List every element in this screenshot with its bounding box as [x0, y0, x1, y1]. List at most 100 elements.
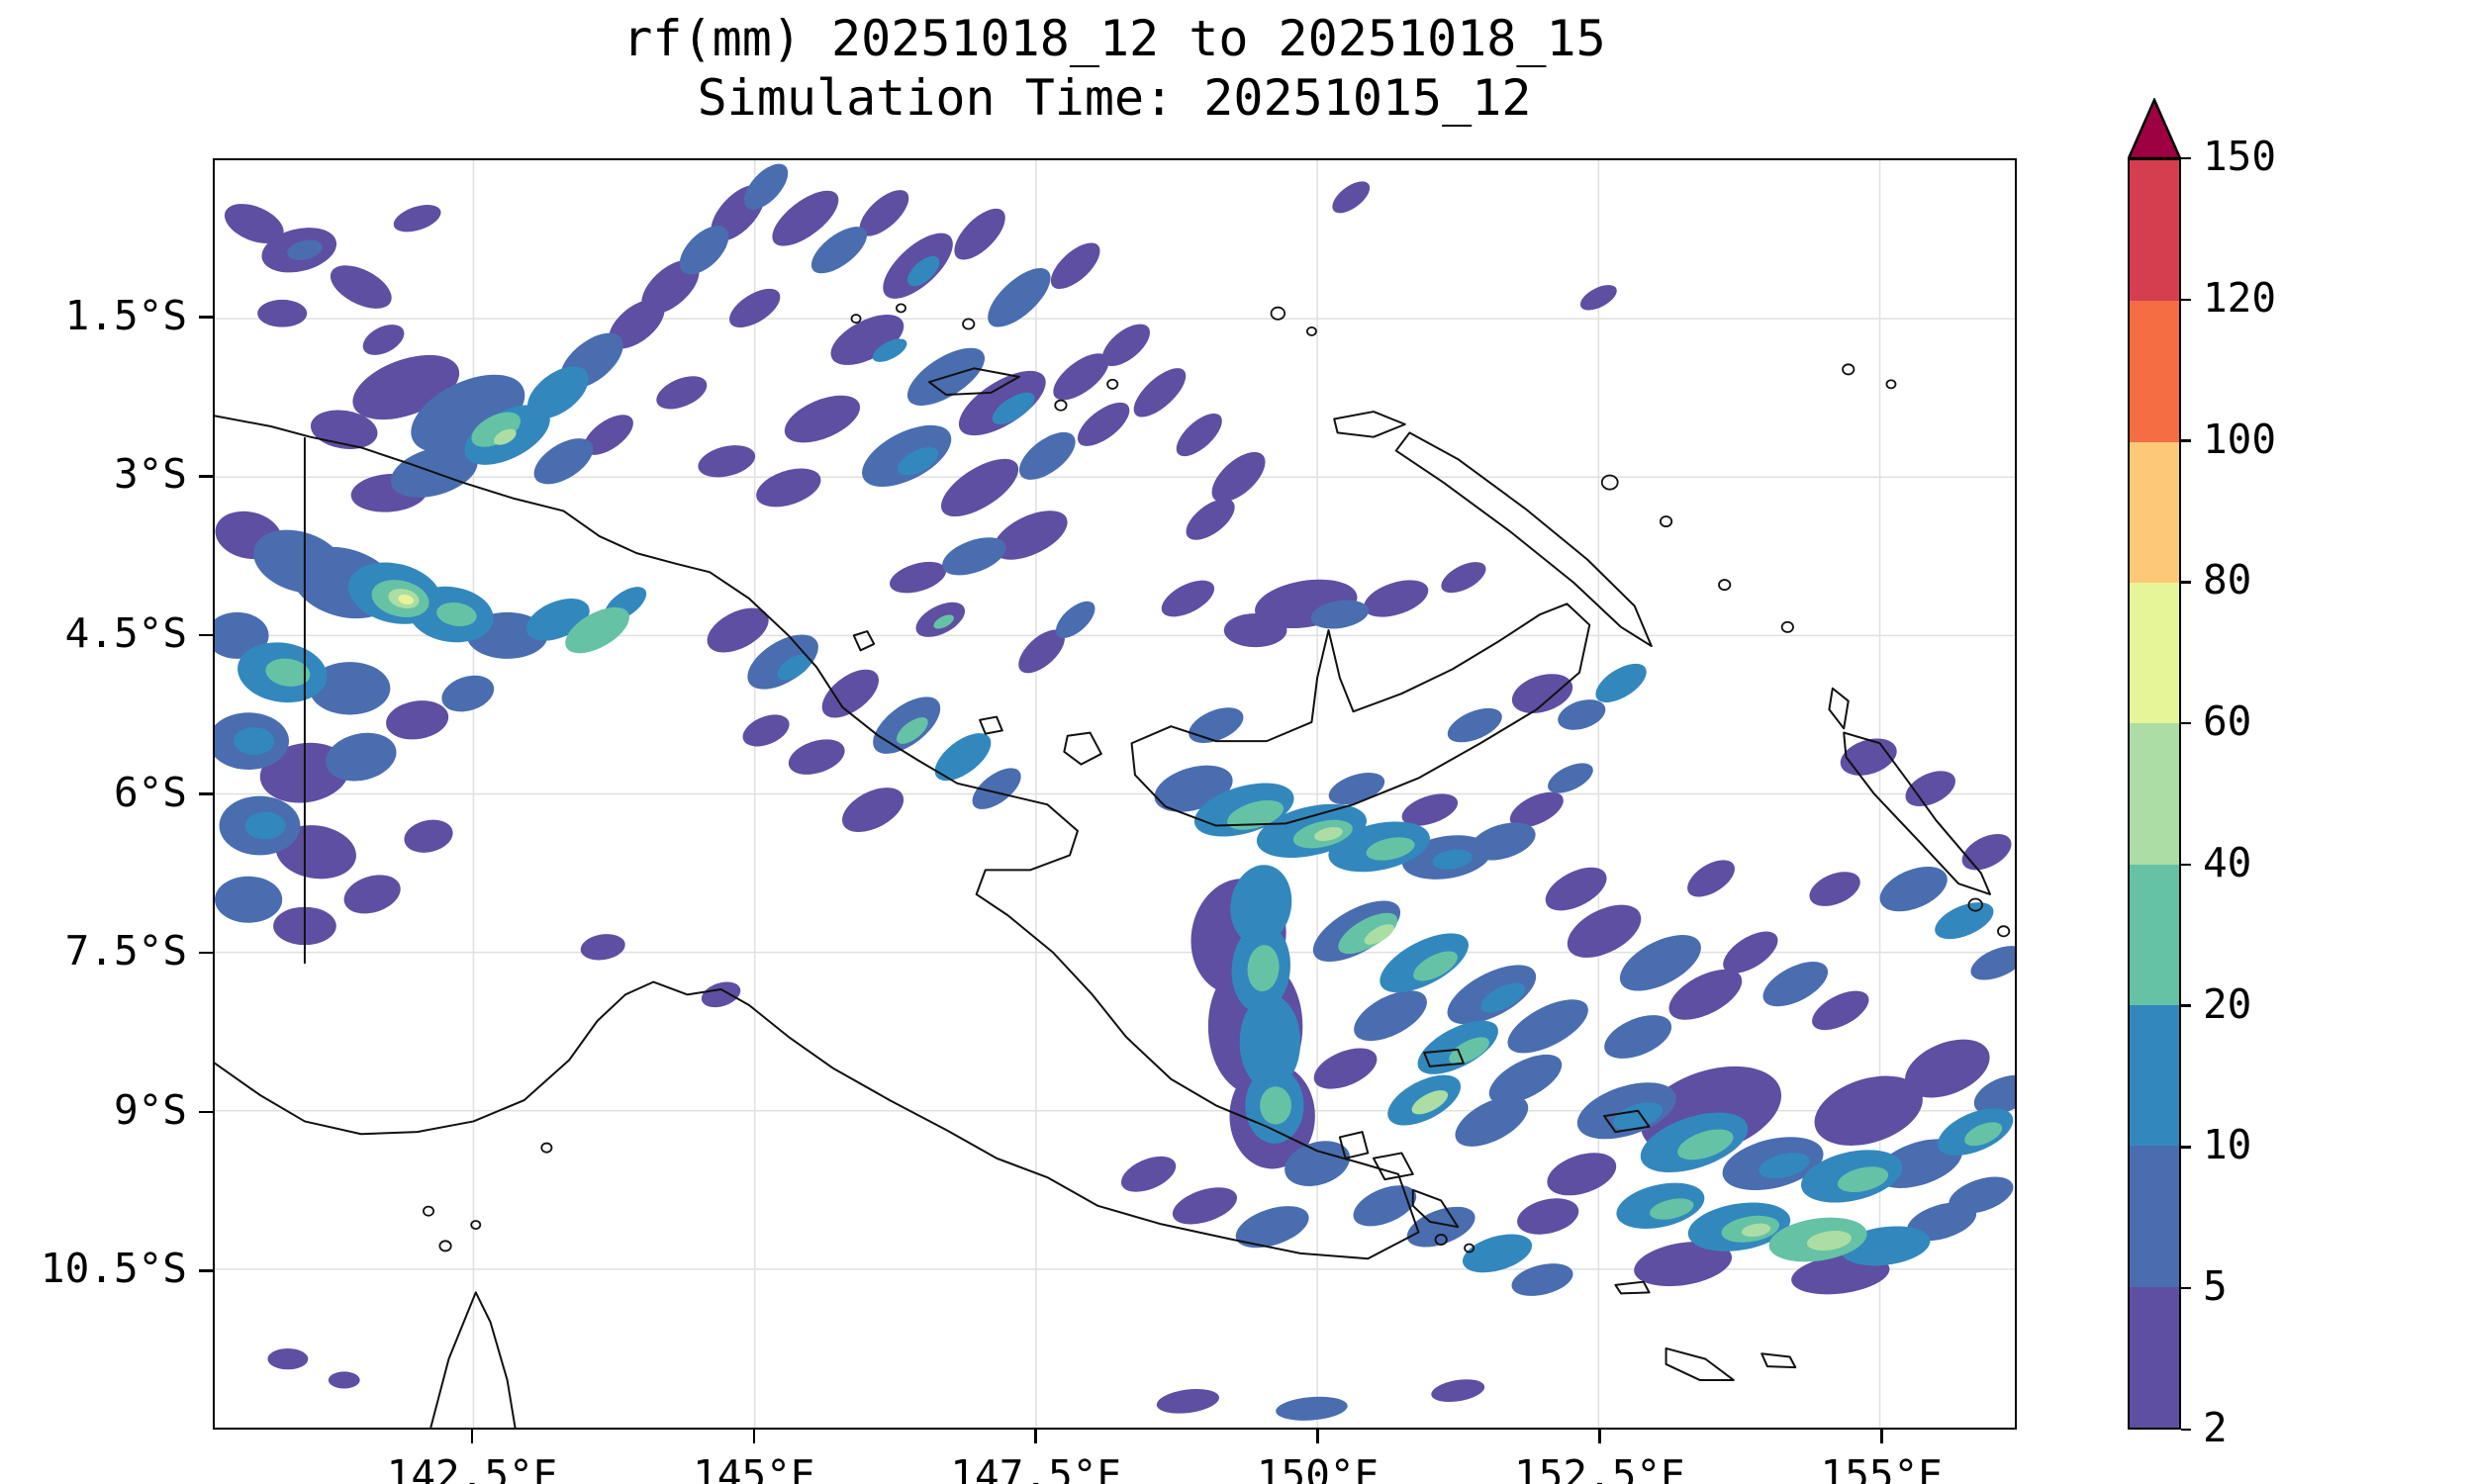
rain-cell [441, 675, 495, 712]
rain-cell [1579, 285, 1617, 311]
island-speck [897, 304, 905, 312]
rain-cell [309, 662, 391, 715]
colorbar-tick-label: 40 [2203, 838, 2252, 886]
y-tick-mark [199, 792, 213, 795]
rain-cell [326, 732, 397, 782]
rain-cell [1230, 865, 1292, 945]
figure-subtitle: Simulation Time: 20251015_12 [697, 69, 1532, 127]
rain-cell [1366, 837, 1415, 861]
rain-cell [580, 934, 625, 961]
rain-cell [565, 606, 629, 654]
rain-cell [1314, 827, 1343, 842]
y-tick-label: 4.5°S [64, 608, 187, 657]
rain-cell [1235, 1206, 1309, 1249]
island-speck [541, 1144, 551, 1153]
island-speck [1055, 401, 1066, 411]
rain-cell [707, 607, 769, 653]
rain-cell [1053, 353, 1109, 401]
rain-cell [1176, 413, 1222, 457]
rain-cell [1904, 1039, 1990, 1098]
island-speck [1602, 475, 1618, 489]
rain-cell [1668, 969, 1743, 1020]
rain-cell [954, 208, 1005, 260]
colorbar-segment [2130, 1146, 2179, 1287]
rain-cell [257, 299, 308, 327]
colorbar-tick-label: 80 [2203, 556, 2252, 604]
y-tick-label: 3°S [113, 450, 187, 499]
rain-cell [1447, 707, 1502, 743]
rain-cell [1354, 990, 1427, 1042]
colorbar [2128, 158, 2181, 1430]
y-tick-label: 6°S [113, 768, 187, 816]
rain-cell [330, 265, 392, 309]
coastline-long-island [980, 717, 1002, 734]
y-tick-mark [199, 1269, 213, 1272]
rain-cell [404, 819, 453, 853]
x-tick-label: 147.5°E [950, 1451, 1122, 1484]
y-tick-mark [199, 1110, 213, 1113]
coastline-new-hanover [1334, 412, 1405, 437]
rain-cell [1050, 242, 1100, 290]
rain-cell [1364, 924, 1394, 945]
rain-cell [641, 259, 700, 315]
island-speck [1968, 899, 1982, 911]
rain-cell [788, 739, 845, 775]
rain-cell [393, 205, 441, 232]
rain-cell [1401, 793, 1459, 826]
rain-cell [1879, 866, 1948, 912]
colorbar-tick [2181, 721, 2191, 725]
rain-cell [1172, 1187, 1238, 1225]
colorbar-segment [2130, 1286, 2179, 1428]
rain-cell [942, 537, 1006, 576]
island-speck [963, 319, 974, 328]
rain-cell [224, 204, 284, 244]
rain-cell [398, 595, 415, 605]
rain-cell [287, 239, 323, 261]
colorbar-segment [2130, 160, 2179, 302]
rain-cell [841, 788, 904, 832]
rain-cell [992, 392, 1035, 424]
rain-cell [1604, 1015, 1672, 1059]
island-speck [1843, 364, 1854, 374]
rain-cell [362, 325, 405, 355]
rain-cell [1431, 1379, 1485, 1403]
map-svg [215, 160, 2015, 1428]
rain-cell [1511, 674, 1573, 713]
rain-cell [656, 376, 708, 410]
rain-cell [933, 614, 954, 629]
colorbar-tick [2181, 863, 2191, 867]
rain-cell [743, 163, 789, 210]
rain-cell [729, 288, 781, 328]
rain-cell [784, 395, 861, 443]
rain-cell [1480, 982, 1526, 1013]
rain-cell [1687, 860, 1735, 897]
x-tick-label: 155°E [1820, 1451, 1943, 1484]
colorbar-segment [2130, 301, 2179, 442]
rainfall-field [215, 163, 2015, 1421]
rain-cell [583, 415, 633, 455]
x-tick-mark [1880, 1430, 1883, 1443]
colorbar-tick-label: 20 [2203, 979, 2252, 1028]
x-tick-mark [1316, 1430, 1319, 1443]
colorbar-over-arrow [2128, 98, 2181, 159]
rain-cell [1548, 763, 1593, 793]
rain-cell [1101, 324, 1150, 367]
rain-cell [941, 458, 1019, 517]
rain-cell [756, 468, 821, 508]
rain-cell [859, 190, 909, 236]
rain-cell [436, 602, 477, 627]
coastline-normanby [1413, 1190, 1458, 1227]
rain-cell [1276, 1396, 1348, 1421]
rain-cell [1223, 612, 1287, 648]
coastline-karkar [854, 631, 874, 650]
rain-cell [1970, 946, 2015, 980]
rain-cell [934, 733, 992, 782]
coastline-trobriand [1424, 1050, 1464, 1067]
rain-cell [1509, 791, 1564, 828]
rain-cell [1120, 1156, 1177, 1192]
rain-cell [1411, 1090, 1449, 1115]
x-tick-mark [1034, 1430, 1037, 1443]
figure-title: rf(mm) 20251018_12 to 20251018_15 [622, 10, 1606, 67]
coastline-new-britain [1132, 603, 1590, 825]
